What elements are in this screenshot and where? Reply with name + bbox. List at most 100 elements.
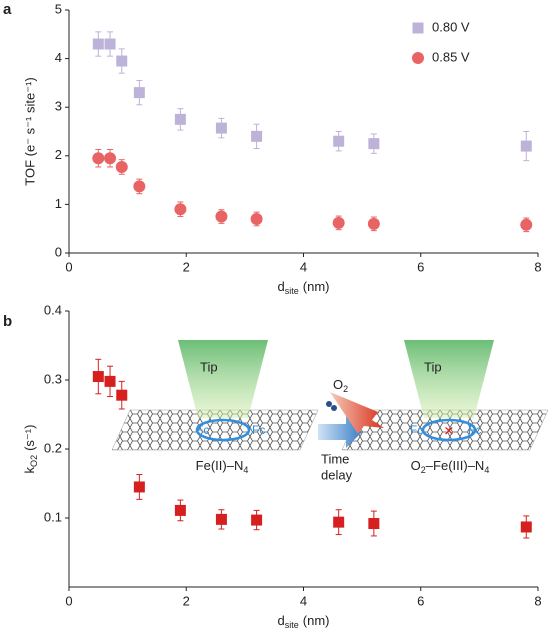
point [250, 212, 263, 225]
x-tick-label: 4 [300, 593, 307, 608]
tip [178, 340, 268, 418]
y-axis-label: kO2 (s⁻¹) [22, 425, 39, 474]
point [116, 389, 128, 401]
tip-label: Tip [424, 359, 442, 374]
o2-label: O2 [333, 377, 348, 394]
x-tick-label: 8 [534, 593, 541, 608]
graphene [111, 409, 319, 451]
text: O2 [29, 455, 39, 467]
panel-label: b [3, 313, 12, 330]
y-tick-label: 3 [55, 99, 62, 114]
y-tick-label: 1 [55, 196, 62, 211]
legend-swatch [412, 22, 424, 34]
fc-label: Fc [252, 423, 265, 437]
delay-arrow [318, 416, 362, 448]
legend-label: 0.80 V [432, 19, 470, 34]
fc-label: Fc [468, 423, 481, 437]
x-axis-label: dsite (nm) [278, 279, 330, 296]
point [333, 135, 345, 147]
point [115, 160, 128, 173]
text: site [285, 286, 299, 296]
point [133, 87, 145, 99]
left-label: Fe(II)–N4 [196, 458, 249, 475]
y-tick-label: 0.4 [44, 302, 62, 317]
point [133, 481, 145, 493]
point [104, 375, 116, 387]
point [368, 138, 380, 150]
y-tick-label: 5 [55, 1, 62, 16]
tip-label: Tip [200, 359, 218, 374]
x-tick-label: 0 [65, 593, 72, 608]
x-tick-label: 4 [300, 259, 307, 274]
text: (s⁻¹) [22, 425, 37, 451]
point [520, 140, 532, 152]
fc-label: Fc [196, 423, 209, 437]
x-tick-label: 8 [534, 259, 541, 274]
point [215, 210, 228, 223]
point [92, 38, 104, 50]
point [520, 218, 533, 231]
point [367, 217, 380, 230]
x-axis-label: dsite (nm) [278, 613, 330, 630]
inset: Tip Tip Fc Fc Fc Fc ✕ O2 Time delay Fe(I… [111, 340, 549, 482]
point [133, 180, 146, 193]
y-tick-label: 0.3 [44, 371, 62, 386]
point [116, 55, 128, 67]
text: 2 [343, 384, 348, 394]
point [251, 514, 263, 526]
y-axis-label: TOF (e⁻ s⁻¹ site⁻¹) [22, 77, 37, 185]
text: 4 [484, 465, 489, 475]
delay-label: delay [321, 467, 353, 482]
text: site [285, 620, 299, 630]
panel-label: a [3, 1, 12, 18]
y-tick-label: 0.2 [44, 440, 62, 455]
tip [404, 340, 494, 418]
text: (nm) [303, 279, 330, 294]
legend-swatch [412, 52, 424, 64]
x-tick-label: 2 [183, 259, 190, 274]
point [104, 152, 117, 165]
o2-molecule [331, 405, 337, 411]
cycle-arrow [421, 418, 477, 442]
text: O [411, 458, 421, 473]
text: k [22, 466, 37, 473]
point [104, 38, 116, 50]
text: Fe(II)–N [196, 458, 244, 473]
y-tick-label: 0.1 [44, 509, 62, 524]
point [92, 152, 105, 165]
y-tick-label: 2 [55, 147, 62, 162]
text: (nm) [303, 613, 330, 628]
point [332, 216, 345, 229]
text: d [278, 279, 285, 294]
cross: ✕ [444, 423, 455, 438]
point [92, 371, 104, 383]
point [174, 203, 187, 216]
x-tick-label: 6 [417, 593, 424, 608]
point [333, 516, 345, 528]
fc-label: Fc [410, 423, 423, 437]
text: 2 [421, 465, 426, 475]
point [368, 518, 380, 530]
point [215, 513, 227, 525]
point [251, 130, 263, 142]
cycle-arrow [195, 418, 251, 442]
point [174, 113, 186, 125]
right-label: O2–Fe(III)–N4 [411, 458, 490, 475]
point [215, 122, 227, 134]
y-tick-label: 4 [55, 50, 62, 65]
point [174, 504, 186, 516]
x-tick-label: 2 [183, 593, 190, 608]
y-tick-label: 0 [55, 244, 62, 259]
text: 4 [243, 465, 248, 475]
text: –Fe(III)–N [426, 458, 485, 473]
text: O [333, 377, 343, 392]
legend-label: 0.85 V [432, 49, 470, 64]
point [520, 521, 532, 533]
x-tick-label: 0 [65, 259, 72, 274]
o2-molecule [326, 401, 332, 407]
x-tick-label: 6 [417, 259, 424, 274]
text: d [278, 613, 285, 628]
delay-label: Time [321, 451, 349, 466]
o2-arrow [330, 392, 384, 434]
